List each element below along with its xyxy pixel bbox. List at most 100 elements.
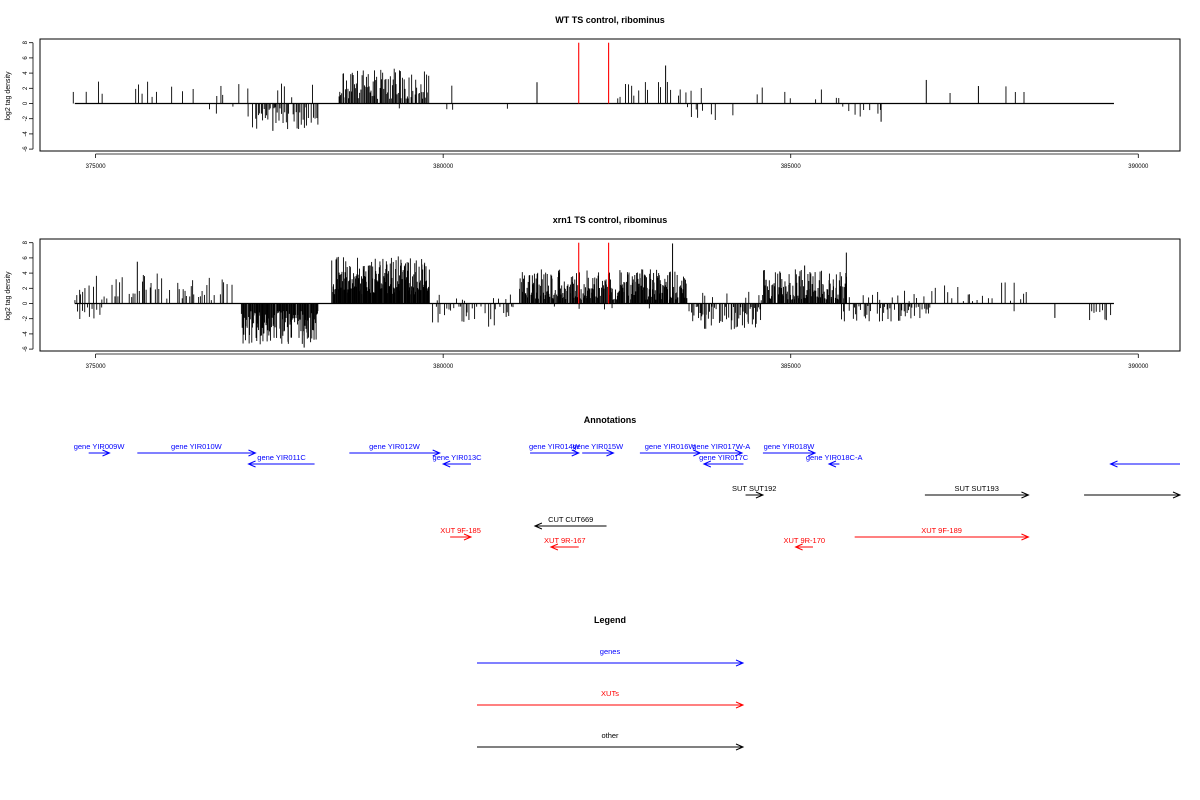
wt-y-tick-label: -6 — [23, 146, 29, 152]
wt-axes: -6 -4 -2 0 2 4 6 8 375000 380000 385000 390000 — [23, 40, 1149, 170]
annotation-gene-arrow: gene YIR018C-A — [806, 453, 863, 468]
annotation-xut-arrow: XUT 9R-167 — [544, 536, 586, 551]
annotation-features: gene YIR009W gene YIR010W gene YIR011C gene… — [74, 442, 1182, 551]
annotation-other-label: SUT SUT192 — [732, 484, 776, 493]
legend-xut-label: XUTs — [601, 689, 619, 698]
annotation-gene-arrow-head — [248, 449, 257, 457]
xrn1-x-tick-label: 385000 — [781, 364, 802, 370]
annotation-gene-arrow: gene YIR013C — [433, 453, 483, 468]
legend-item-xut: XUTs — [477, 689, 745, 709]
annotation-gene-arrow: gene YIR014W — [529, 442, 581, 457]
xrn1-x-tick-label: 375000 — [86, 364, 107, 370]
legend-item-gene: genes — [477, 647, 745, 667]
annotations-panel: Annotations gene YIR009W gene YIR010Wgene… — [74, 415, 1182, 551]
wt-y-tick-label: -2 — [23, 115, 29, 121]
annotation-other-label: CUT CUT669 — [548, 515, 593, 524]
annotation-gene-label: gene YIR018C-A — [806, 453, 863, 462]
annotation-gene-arrow-head — [441, 460, 451, 468]
annotation-other-arrow-head — [1172, 491, 1182, 499]
annotation-gene-arrow: gene YIR017W-A — [692, 442, 750, 457]
annotation-other-arrow — [1084, 491, 1182, 499]
annotation-xut-arrow: XUT 9F-185 — [440, 526, 481, 541]
annotation-gene-arrow: gene YIR010W — [137, 442, 257, 457]
annotation-gene-arrow — [1109, 460, 1180, 468]
wt-y-tick-label: -4 — [23, 131, 29, 137]
wt-y-tick-label: 0 — [23, 101, 29, 105]
annotation-gene-arrow-head — [571, 449, 580, 457]
xrn1-x-tick-label: 390000 — [1128, 364, 1149, 370]
wt-panel-ylabel: log2 tag density — [5, 71, 12, 121]
annotation-xut-label: XUT 9R-167 — [544, 536, 586, 545]
wt-plot-frame — [39, 38, 1181, 152]
wt-y-tick-label: 4 — [23, 71, 29, 75]
annotation-xut-label: XUT 9R-170 — [784, 536, 826, 545]
annotation-gene-label: gene YIR017C — [699, 453, 749, 462]
annotation-gene-label: gene YIR016W — [645, 442, 697, 451]
xrn1-panel-title: xrn1 TS control, ribominus — [553, 215, 668, 225]
annotation-xut-arrow-head — [1021, 533, 1030, 541]
annotation-xut-arrow-head — [794, 543, 803, 551]
annotation-gene-arrow: gene YIR012W — [349, 442, 441, 457]
annotation-gene-label: gene YIR011C — [257, 453, 306, 462]
annotation-gene-label: gene YIR018W — [764, 442, 816, 451]
xrn1-y-tick-label: 6 — [23, 256, 29, 260]
annotation-gene-arrow-head — [247, 460, 256, 468]
annotation-xut-arrow: XUT 9F-189 — [854, 526, 1030, 541]
wt-y-tick-label: 6 — [23, 56, 29, 60]
xrn1-plot-frame — [39, 238, 1181, 352]
xrn1-y-tick-label: -2 — [23, 315, 29, 321]
wt-x-tick-label: 390000 — [1128, 164, 1149, 170]
annotation-gene-label: gene YIR013C — [433, 453, 483, 462]
xrn1-axes: -6 -4 -2 0 2 4 6 8 375000 380000 385000 390000 — [23, 240, 1149, 370]
xrn1-y-tick-label: 4 — [23, 271, 29, 275]
annotation-gene-arrow: gene YIR011C — [247, 453, 315, 468]
wt-y-tick-label: 8 — [23, 40, 29, 44]
annotation-gene-arrow-head — [606, 449, 615, 457]
legend-item-other: other — [477, 731, 745, 751]
annotation-other-arrow: SUT SUT193 — [924, 484, 1030, 499]
xrn1-y-tick-label: 8 — [23, 240, 29, 244]
annotation-xut-arrow: XUT 9R-170 — [784, 536, 826, 551]
annotations-title: Annotations — [584, 415, 637, 425]
legend-other-arrow-head — [735, 743, 745, 751]
xrn1-y-tick-label: 0 — [23, 301, 29, 305]
legend-xut-arrow-head — [735, 701, 745, 709]
wt-y-tick-label: 2 — [23, 86, 29, 90]
annotation-other-arrow-head — [755, 491, 765, 499]
annotation-xut-label: XUT 9F-185 — [440, 526, 481, 535]
legend-items: genes XUTs other — [477, 647, 745, 751]
annotation-gene-label: gene YIR012W — [369, 442, 421, 451]
wt-x-tick-label: 385000 — [781, 164, 802, 170]
annotation-gene-label: gene YIR015W — [572, 442, 624, 451]
annotation-gene-label: gene YIR017W-A — [692, 442, 750, 451]
legend-other-label: other — [601, 731, 619, 740]
annotation-other-label: SUT SUT193 — [954, 484, 998, 493]
annotation-other-arrow-head — [533, 522, 543, 530]
legend-gene-arrow-head — [735, 659, 745, 667]
annotation-gene-arrow-head — [432, 449, 441, 457]
annotation-gene-label: gene YIR014W — [529, 442, 581, 451]
xrn1-y-tick-label: 2 — [23, 286, 29, 290]
legend-gene-label: genes — [600, 647, 621, 656]
xrn1-y-tick-label: -4 — [23, 331, 29, 337]
wt-x-tick-label: 375000 — [86, 164, 107, 170]
annotation-xut-arrow-head — [463, 533, 473, 541]
annotation-other-arrow-head — [1021, 491, 1030, 499]
legend-panel: Legend genes XUTs other — [477, 615, 745, 751]
annotation-gene-arrow: gene YIR009W — [74, 442, 125, 457]
wt-x-tick-label: 380000 — [433, 164, 454, 170]
xrn1-bars — [74, 242, 1114, 348]
annotation-gene-arrow-head — [807, 449, 817, 457]
annotation-gene-arrow-head — [827, 460, 837, 468]
annotation-gene-arrow: gene YIR015W — [572, 442, 624, 457]
annotation-gene-arrow-head — [102, 449, 111, 457]
annotation-gene-arrow-head — [1109, 460, 1118, 468]
xrn1-panel-ylabel: log2 tag density — [5, 271, 12, 321]
annotation-gene-arrow: gene YIR018W — [762, 442, 817, 457]
annotation-gene-label: gene YIR010W — [171, 442, 223, 451]
annotation-gene-arrow: gene YIR017C — [699, 453, 749, 468]
wt-density-panel: WT TS control, ribominus log2 tag densit… — [5, 15, 1181, 170]
annotation-other-arrow: CUT CUT669 — [533, 515, 607, 530]
xrn1-y-tick-label: -6 — [23, 346, 29, 352]
